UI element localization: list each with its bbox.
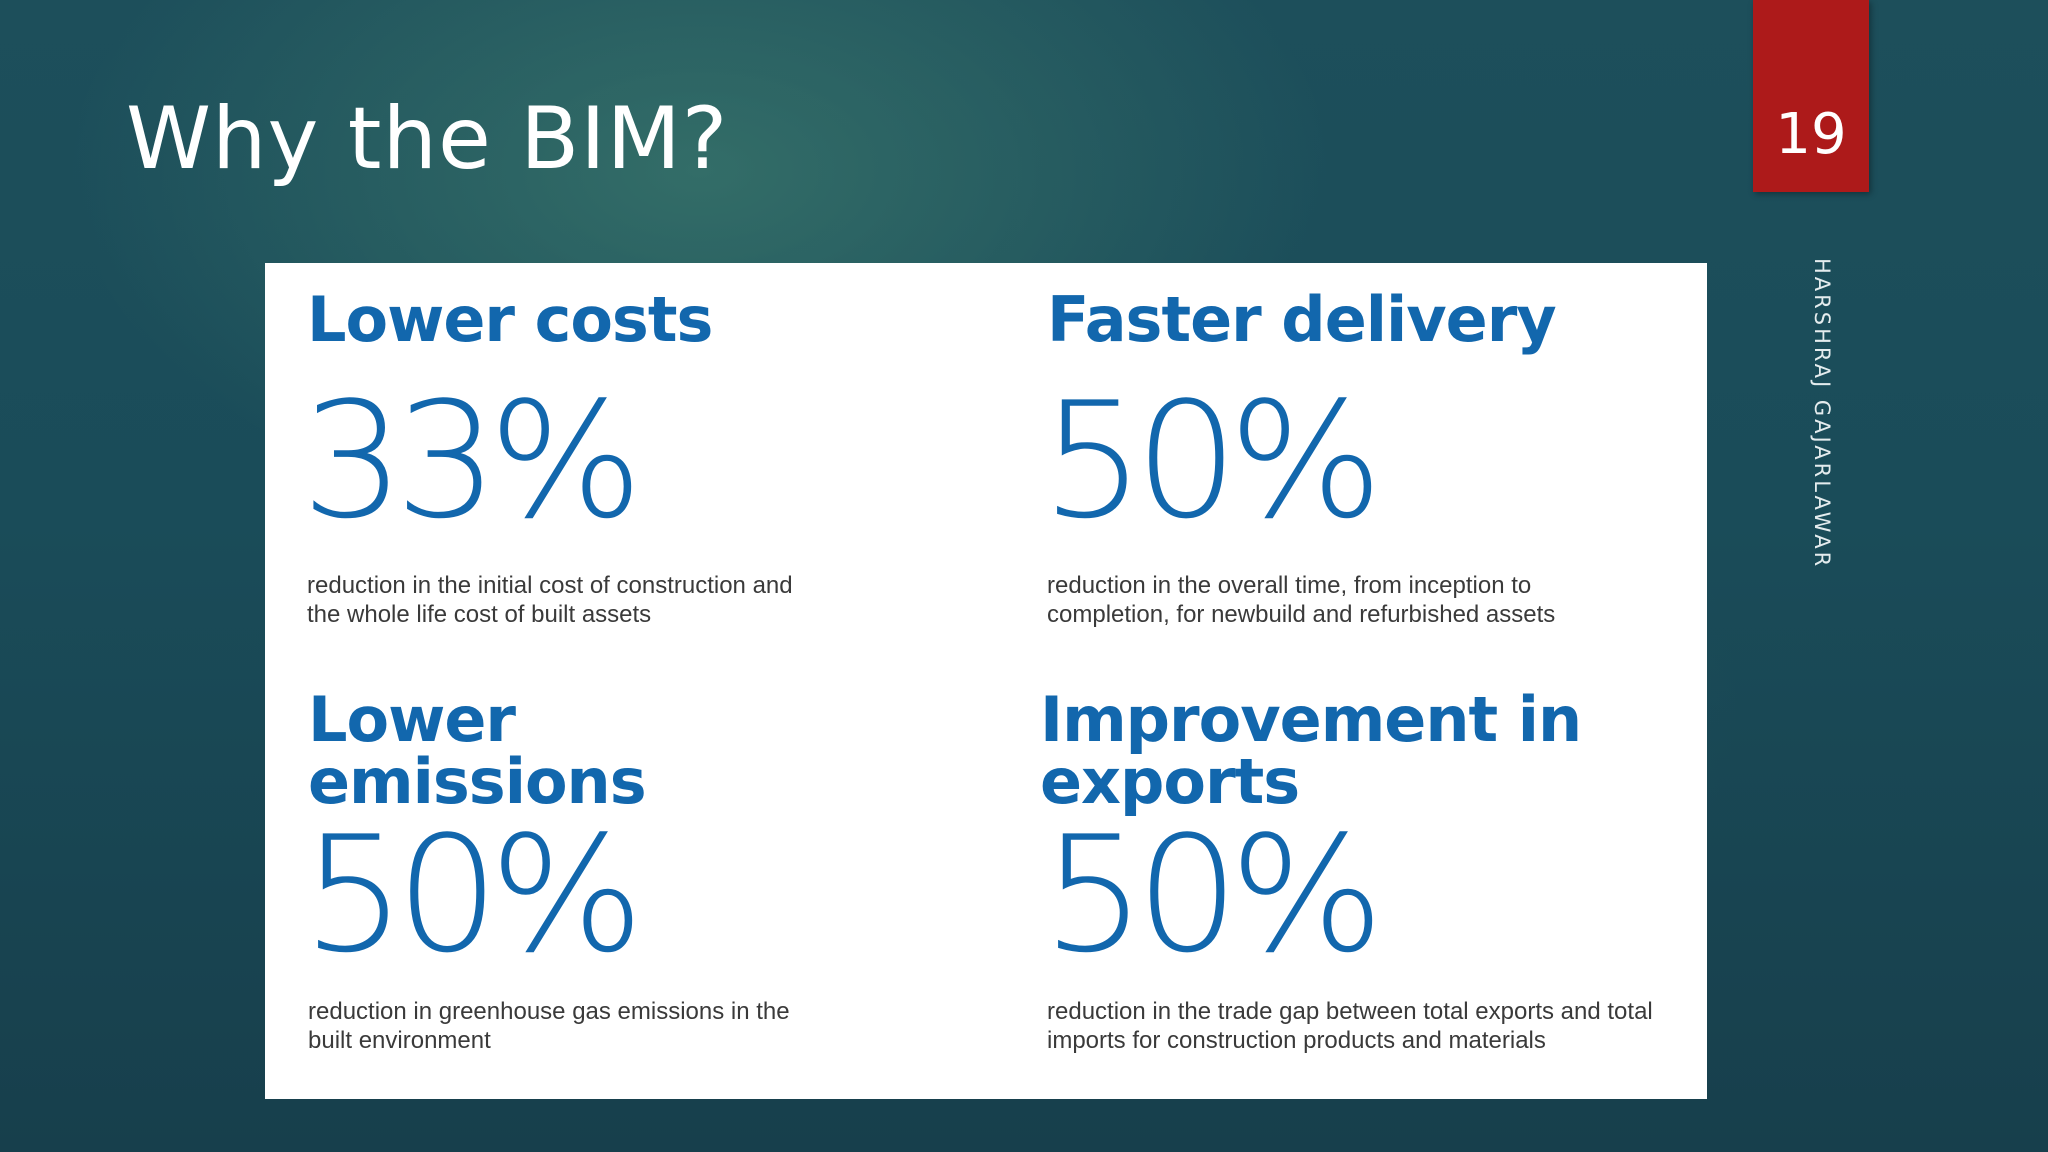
page-number: 19 [1775,102,1847,167]
author-name: HARSHRAJ GAJARLAWAR [1810,258,1834,570]
stat-heading: Improvement in exports [1040,683,1582,818]
stat-improvement-in-exports: Improvement in exports 50% reduction in … [1040,683,1653,1055]
slide-title: Why the BIM? [126,89,729,189]
stat-heading: Lower emissions [308,683,647,818]
stat-value: 33% [301,367,643,554]
bim-benefits-infographic: Lower costs 33% reduction in the initial… [265,263,1707,1099]
stat-heading: Lower costs [307,283,713,356]
page-number-badge: 19 [1753,0,1869,192]
stat-heading: Faster delivery [1047,283,1557,356]
stat-value: 50% [302,801,644,988]
stat-value: 50% [1041,367,1383,554]
stat-description: reduction in the trade gap between total… [1047,998,1653,1054]
stat-lower-costs: Lower costs 33% reduction in the initial… [301,283,867,629]
stat-description: reduction in the initial cost of constru… [307,572,793,628]
stat-faster-delivery: Faster delivery 50% reduction in the ove… [1041,283,1687,629]
stat-description: reduction in the overall time, from ince… [1047,572,1556,628]
stat-value: 50% [1042,801,1384,988]
stat-lower-emissions: Lower emissions 50% reduction in greenho… [302,683,790,1055]
stat-description: reduction in greenhouse gas emissions in… [308,998,790,1054]
